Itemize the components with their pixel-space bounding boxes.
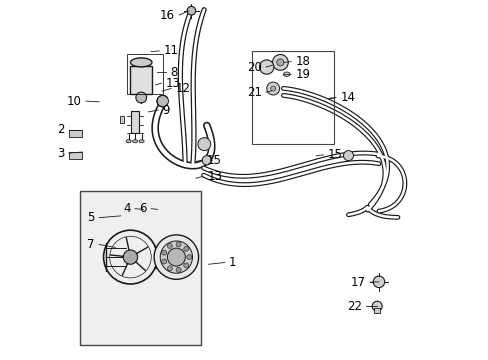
Ellipse shape xyxy=(139,140,144,143)
Bar xyxy=(251,51,333,144)
Text: 3: 3 xyxy=(57,147,64,159)
Circle shape xyxy=(270,86,275,91)
Bar xyxy=(69,152,82,159)
Text: 4: 4 xyxy=(123,202,131,215)
Circle shape xyxy=(276,59,284,66)
Circle shape xyxy=(167,248,185,266)
Circle shape xyxy=(157,95,168,107)
Circle shape xyxy=(183,263,188,268)
Circle shape xyxy=(266,82,279,95)
Text: 7: 7 xyxy=(87,238,95,251)
Bar xyxy=(130,66,152,94)
Text: 15: 15 xyxy=(206,154,221,167)
Text: 12: 12 xyxy=(175,82,190,95)
Circle shape xyxy=(272,54,287,70)
Circle shape xyxy=(154,235,198,279)
Circle shape xyxy=(202,156,211,165)
Circle shape xyxy=(167,243,172,248)
Circle shape xyxy=(186,255,191,260)
Text: 13: 13 xyxy=(207,170,222,183)
Text: 10: 10 xyxy=(67,95,81,108)
Ellipse shape xyxy=(283,72,289,76)
Bar xyxy=(120,116,124,123)
Bar xyxy=(131,111,139,134)
Text: 17: 17 xyxy=(350,276,365,289)
Circle shape xyxy=(162,250,166,255)
Circle shape xyxy=(371,301,382,311)
Text: 13: 13 xyxy=(165,77,180,90)
Circle shape xyxy=(259,60,273,74)
Text: 20: 20 xyxy=(246,60,261,73)
Text: 2: 2 xyxy=(57,123,64,136)
Circle shape xyxy=(198,138,210,150)
Circle shape xyxy=(136,92,146,103)
Text: 11: 11 xyxy=(163,44,178,57)
Text: 6: 6 xyxy=(139,202,147,215)
Text: 21: 21 xyxy=(246,86,261,99)
Ellipse shape xyxy=(130,58,152,67)
Text: 14: 14 xyxy=(340,91,354,104)
Circle shape xyxy=(372,276,384,288)
Ellipse shape xyxy=(126,140,131,143)
Text: 8: 8 xyxy=(169,66,177,79)
Text: 22: 22 xyxy=(346,300,362,313)
Bar xyxy=(126,54,163,94)
Text: 18: 18 xyxy=(295,55,310,68)
Bar xyxy=(80,191,201,345)
Circle shape xyxy=(176,267,181,272)
Circle shape xyxy=(187,6,195,15)
Text: 15: 15 xyxy=(327,148,342,161)
Bar xyxy=(69,130,82,137)
Text: 16: 16 xyxy=(160,9,175,22)
Text: 9: 9 xyxy=(163,104,170,117)
Circle shape xyxy=(160,241,192,273)
Circle shape xyxy=(167,266,172,271)
Circle shape xyxy=(183,246,188,251)
Circle shape xyxy=(343,150,353,161)
Bar xyxy=(373,309,379,313)
Circle shape xyxy=(176,242,181,247)
Text: 5: 5 xyxy=(87,211,95,224)
Circle shape xyxy=(162,259,166,264)
Circle shape xyxy=(123,250,137,264)
Text: 19: 19 xyxy=(295,68,310,81)
Text: 1: 1 xyxy=(228,256,236,269)
Ellipse shape xyxy=(132,140,137,143)
